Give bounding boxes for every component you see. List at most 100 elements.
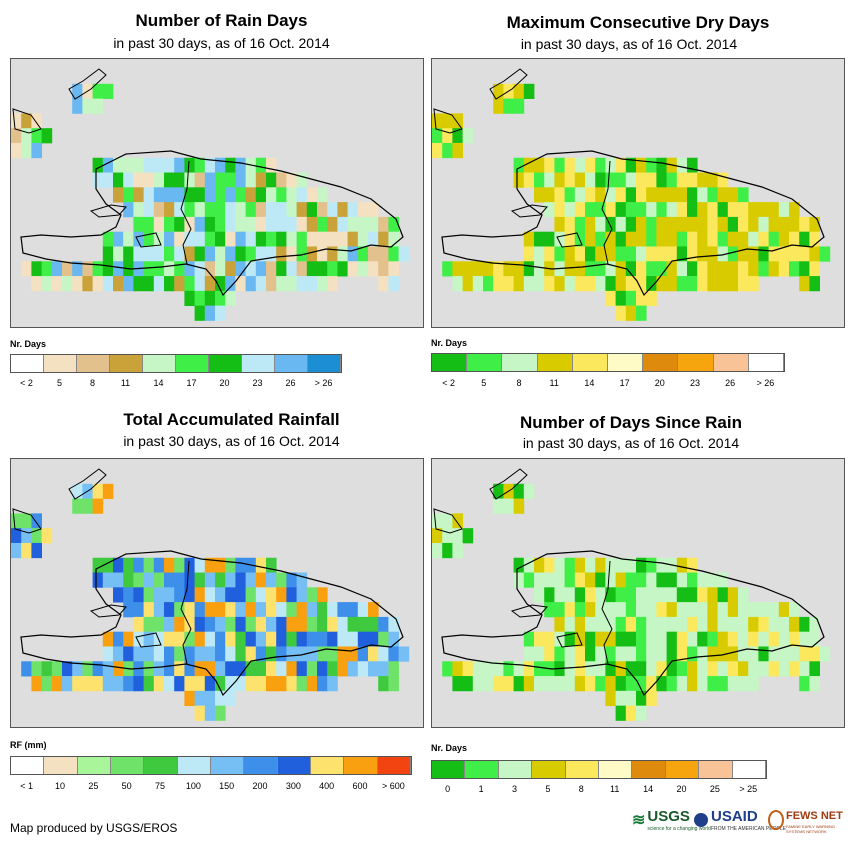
grid-cell — [585, 661, 596, 677]
grid-cell — [347, 646, 359, 662]
grid-cell — [656, 676, 667, 692]
grid-cell — [554, 631, 565, 647]
legend-label: 0 — [445, 784, 451, 794]
grid-cell — [697, 172, 708, 188]
grid-cell — [768, 631, 780, 647]
grid-cell — [174, 587, 185, 603]
grid-cell — [442, 542, 453, 559]
legend-label: < 1 — [20, 781, 34, 791]
grid-cell — [266, 172, 277, 188]
legend-swatch — [537, 354, 573, 371]
grid-cell — [483, 661, 494, 677]
grid-cell — [113, 676, 124, 692]
map-credit: Map produced by USGS/EROS — [10, 821, 178, 835]
grid-cell — [215, 557, 226, 573]
grid-cell — [564, 216, 576, 233]
grid-cell — [286, 587, 297, 603]
grid-cell — [184, 157, 195, 173]
grid-cell — [574, 216, 586, 233]
legend-swatch — [143, 355, 176, 372]
grid-cell — [62, 676, 73, 692]
grid-cell — [92, 557, 104, 573]
panel-subtitle: in past 30 days, as of 16 Oct. 2014 — [522, 435, 740, 451]
grid-cell — [347, 602, 359, 618]
grid-cell — [789, 246, 800, 262]
grid-cell — [605, 216, 616, 233]
grid-cell — [11, 113, 22, 129]
grid-cell — [554, 616, 565, 633]
legend-swatch — [44, 757, 78, 774]
grid-cell — [164, 216, 175, 233]
grid-cell — [143, 676, 155, 692]
grid-cell — [615, 661, 627, 677]
grid-cell — [636, 305, 647, 321]
grid-cell — [184, 187, 195, 203]
grid-cell — [184, 646, 195, 662]
grid-cell — [286, 187, 297, 203]
grid-cell — [676, 246, 688, 262]
grid-cell — [605, 587, 616, 603]
grid-cell — [687, 246, 698, 262]
grid-cell — [625, 276, 637, 292]
grid-cell — [717, 646, 729, 662]
grid-cell — [164, 246, 175, 262]
grid-cell — [347, 246, 359, 262]
grid-cell — [153, 216, 165, 233]
grid-cell — [225, 246, 236, 262]
grid-cell — [31, 513, 42, 529]
grid-cell — [768, 246, 780, 262]
grid-cell — [462, 661, 474, 677]
grid-cell — [768, 261, 780, 277]
grid-cell — [153, 557, 165, 573]
grid-cell — [235, 276, 246, 292]
grid-cell — [184, 676, 195, 692]
grid-cell — [51, 261, 63, 277]
grid-cell — [357, 661, 369, 677]
grid-cell — [676, 587, 688, 603]
coastline — [441, 550, 825, 697]
grid-cell — [697, 616, 708, 633]
grid-cell — [327, 231, 338, 247]
grid-cell — [727, 676, 739, 692]
grid-cell — [534, 276, 545, 292]
grid-cell — [113, 646, 124, 662]
grid-cell — [102, 557, 114, 573]
legend-label: 8 — [89, 378, 96, 388]
grid-cell — [245, 246, 257, 262]
grid-cell — [357, 246, 369, 262]
grid-cell — [636, 276, 647, 292]
grid-cell — [153, 676, 165, 692]
grid-cell — [452, 676, 463, 692]
grid-cell — [452, 261, 463, 277]
grid-cell — [41, 528, 53, 544]
usgs-wave-icon: ≋ — [632, 812, 646, 829]
grid-cell — [123, 246, 134, 262]
grid-cell — [368, 616, 379, 633]
grid-cell — [513, 261, 525, 277]
grid-cell — [676, 616, 688, 633]
grid-cell — [707, 631, 718, 647]
grid-cell — [809, 216, 820, 233]
grid-cell — [398, 646, 410, 662]
grid-cell — [204, 231, 216, 247]
legend-label: > 26 — [756, 378, 775, 388]
grid-cell — [276, 676, 287, 692]
grid-cell — [809, 631, 820, 647]
grid-cell — [225, 646, 236, 662]
legend-swatch — [110, 355, 143, 372]
legend-label: 5 — [481, 378, 487, 388]
grid-cell — [153, 661, 165, 677]
grid-cell — [717, 187, 729, 203]
grid-cell — [564, 202, 576, 218]
grid-cell — [564, 246, 576, 262]
grid-cell — [388, 616, 399, 633]
grid-cell — [153, 572, 165, 588]
grid-cell — [102, 172, 114, 188]
grid-cell — [21, 113, 32, 129]
grid-cell — [615, 305, 627, 321]
usaid-logo-text: USAID — [711, 808, 758, 825]
grid-cell — [707, 172, 718, 188]
grid-cell — [534, 187, 545, 203]
grid-cell — [432, 528, 443, 544]
grid-cell — [368, 661, 379, 677]
